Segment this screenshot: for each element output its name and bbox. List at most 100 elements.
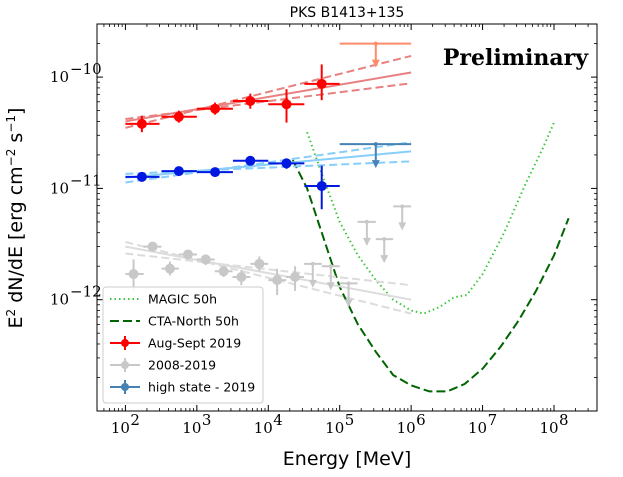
legend-swatch-marker: [121, 383, 129, 391]
point-marker: [182, 249, 193, 260]
plot-title: PKS B1413+135: [290, 5, 405, 21]
upper-limit-arrow: [398, 222, 407, 231]
2008-2019-data-point: [125, 259, 144, 291]
2008-2019-upper-limit: [321, 264, 340, 291]
2008-2019-data-point: [161, 261, 179, 276]
x-tick-label: 10: [539, 419, 558, 437]
point-marker: [245, 155, 256, 166]
x-tick-exponent: 3: [202, 411, 212, 429]
aug-sept-2019-data-point: [125, 115, 160, 133]
2008-2019-fit-line: [125, 245, 412, 301]
upper-limit-marker: [346, 281, 351, 286]
legend-label: Aug-Sept 2019: [148, 336, 241, 351]
upper-limit-arrow: [308, 279, 317, 288]
x-tick-exponent: 6: [416, 411, 426, 429]
point-marker: [236, 271, 247, 282]
point-marker: [128, 269, 139, 280]
high-state-2019-data-point: [196, 167, 233, 178]
x-axis-title: Energy [MeV]: [283, 448, 411, 470]
x-tick-label: 10: [182, 419, 201, 437]
upper-limit-marker: [373, 142, 378, 147]
upper-limit-arrow: [326, 282, 335, 291]
legend-item: Aug-Sept 2019: [110, 336, 241, 351]
high-state-2019-upper-limit: [339, 142, 412, 169]
x-tick-label: 10: [111, 419, 130, 437]
2008-2019-data-point: [178, 249, 197, 260]
2008-2019-data-point: [214, 266, 233, 277]
legend-swatch-marker: [121, 339, 129, 347]
aug-sept-2019-data-point: [268, 89, 305, 123]
point-marker: [281, 158, 292, 169]
legend-box: [102, 286, 264, 404]
upper-limit-arrow: [371, 160, 380, 169]
high-state-2019-data-point: [304, 165, 340, 210]
2008-2019-fit-band-upper: [125, 241, 412, 315]
x-tick-label: 10: [325, 419, 344, 437]
y-axis-title-sup: −1: [4, 115, 18, 133]
point-marker: [254, 258, 265, 269]
x-tick-label: 10: [397, 419, 416, 437]
point-marker: [272, 275, 283, 286]
point-marker: [173, 111, 184, 122]
legend-item: MAGIC 50h: [110, 292, 217, 307]
legend-item: CTA-North 50h: [110, 314, 239, 329]
x-tick-exponent: 7: [488, 411, 498, 429]
2008-2019-data-point: [232, 269, 251, 286]
legend-label: 2008-2019: [148, 358, 216, 373]
upper-limit-marker: [400, 204, 405, 209]
upper-limit-marker: [382, 237, 387, 242]
x-tick-exponent: 8: [559, 411, 569, 429]
upper-limit-marker: [310, 261, 315, 266]
aug-sept-2019-data-point: [161, 110, 197, 123]
legend: MAGIC 50h CTA-North 50h Aug-Sept 2019 2008-…: [102, 286, 264, 404]
upper-limit-marker: [364, 219, 369, 224]
2008-2019-upper-limit: [339, 281, 358, 308]
aug-sept-2019-data-point: [304, 64, 340, 101]
y-axis-title-sup: 2: [4, 309, 18, 317]
y-axis-title-sup: −2: [4, 149, 18, 167]
point-marker: [290, 271, 301, 282]
point-marker: [316, 181, 327, 192]
legend-label: high state - 2019: [148, 380, 255, 395]
point-marker: [136, 171, 147, 182]
aug-sept-2019-fit-line: [125, 71, 412, 123]
point-marker: [210, 103, 221, 114]
2008-2019-data-point: [250, 256, 269, 272]
high-state-2019-data-point: [268, 158, 305, 169]
legend-label: MAGIC 50h: [148, 292, 217, 307]
upper-limit-arrow: [380, 255, 389, 264]
aug-sept-2019-data-point: [196, 102, 233, 115]
y-tick-label: 10: [50, 179, 69, 197]
point-marker: [200, 254, 211, 265]
y-axis-title-part: E: [5, 316, 27, 328]
point-marker: [164, 263, 175, 274]
x-tick-exponent: 4: [273, 411, 283, 429]
2008-2019-upper-limit: [303, 261, 322, 288]
high-state-2019-data-point: [161, 166, 197, 177]
x-tick-exponent: 2: [130, 411, 140, 429]
y-tick-exponent: −12: [70, 283, 102, 301]
y-axis-title-part: ]: [5, 108, 27, 115]
2008-2019-data-point: [268, 268, 287, 296]
legend-swatch-marker: [121, 361, 129, 369]
point-marker: [316, 78, 327, 89]
upper-limit-arrow: [371, 59, 380, 68]
2008-2019-data-point: [196, 254, 215, 266]
y-tick-exponent: −11: [70, 171, 102, 189]
point-marker: [281, 99, 292, 110]
y-axis-title-part: s: [5, 133, 27, 149]
point-marker: [218, 266, 229, 277]
2008-2019-upper-limit: [375, 237, 394, 264]
x-tick-label: 10: [468, 419, 487, 437]
legend-item: 2008-2019: [110, 358, 216, 373]
y-axis-title: E2 dN/dE [erg cm−2 s−1]: [4, 108, 27, 329]
y-tick-exponent: −10: [70, 60, 102, 78]
high-state-2019-data-point: [125, 171, 160, 182]
legend-item: high state - 2019: [110, 380, 255, 395]
2008-2019-upper-limit: [393, 204, 412, 231]
high-state-2019-data-point: [232, 155, 269, 166]
upper-limit-marker: [373, 41, 378, 46]
upper-limit-arrow: [344, 299, 353, 308]
